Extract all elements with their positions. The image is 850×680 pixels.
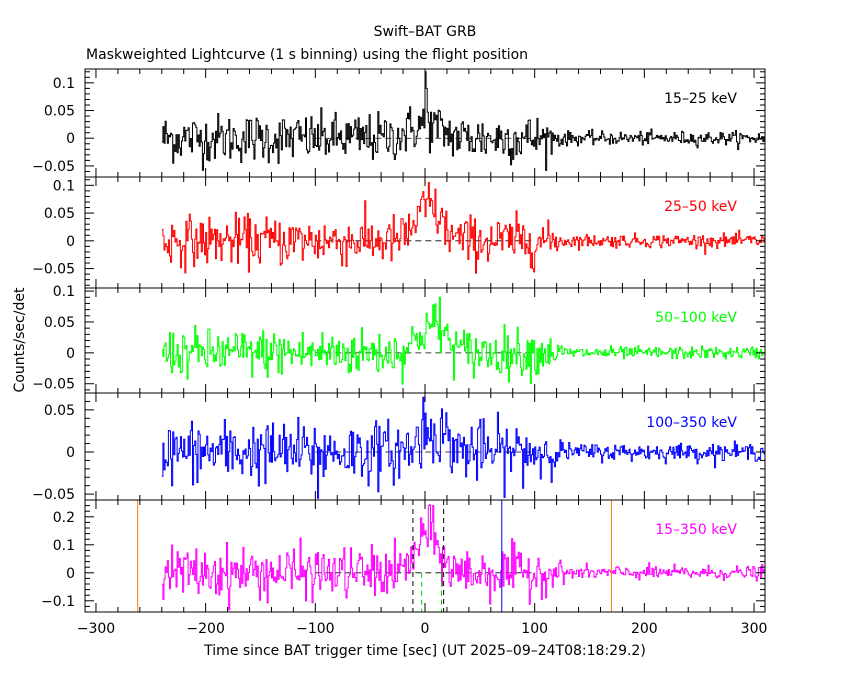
panel-5: −0.1 0 0.1 0.2 15–350 keV [41, 499, 766, 613]
band-label: 50–100 keV [655, 310, 737, 326]
x-tick-label: 200 [631, 621, 658, 637]
panel-4: −0.05 0 0.05 100–350 keV [32, 392, 766, 503]
y-tick-label: 0.1 [53, 76, 75, 92]
x-tick-label: 300 [741, 621, 768, 637]
band-label: 25–50 keV [664, 199, 737, 215]
y-tick-label: 0.05 [44, 104, 75, 120]
y-tick-label: −0.05 [32, 159, 75, 175]
band-label: 15–350 keV [655, 522, 737, 538]
band-label: 100–350 keV [646, 415, 737, 431]
y-tick-label: −0.1 [41, 594, 75, 610]
panels-group: −0.05 0 0.05 0.1 15–25 keV −0.05 0 0.05 0.1 25–50… [32, 68, 766, 613]
x-tick-label: −300 [77, 621, 115, 637]
y-tick-label: 0.05 [44, 403, 75, 419]
series-line [161, 396, 765, 499]
y-tick-label: 0 [66, 566, 75, 582]
y-tick-label: 0.05 [44, 206, 75, 222]
series-line [161, 296, 765, 385]
series-line [161, 504, 765, 611]
y-tick-label: −0.05 [32, 487, 75, 503]
y-tick-label: 0 [66, 346, 75, 362]
y-tick-label: 0 [66, 445, 75, 461]
x-tick-label: 0 [421, 621, 430, 637]
x-axis-title: Time since BAT trigger time [sec] (UT 20… [203, 643, 646, 659]
y-tick-label: 0 [66, 234, 75, 250]
panel-2: −0.05 0 0.05 0.1 25–50 keV [32, 176, 766, 289]
y-tick-label: 0.2 [53, 510, 75, 526]
x-tick-label: −100 [296, 621, 334, 637]
panel-3: −0.05 0 0.05 0.1 50–100 keV [32, 284, 766, 394]
y-axis-title: Counts/sec/det [12, 287, 28, 392]
x-axis-labels: −300 −200 −100 0 100 200 300 [77, 621, 768, 637]
y-tick-label: 0 [66, 131, 75, 147]
chart-title: Swift–BAT GRB [374, 24, 477, 40]
panel-1: −0.05 0 0.05 0.1 15–25 keV [32, 68, 766, 178]
x-tick-label: 100 [521, 621, 548, 637]
y-tick-label: 0.1 [53, 284, 75, 300]
y-tick-label: −0.05 [32, 377, 75, 393]
band-label: 15–25 keV [664, 91, 737, 107]
y-tick-label: −0.05 [32, 262, 75, 278]
chart-subtitle: Maskweighted Lightcurve (1 s binning) us… [86, 47, 528, 63]
series-line [161, 71, 765, 171]
y-tick-label: 0.1 [53, 538, 75, 554]
y-tick-label: 0.1 [53, 178, 75, 194]
series-line [161, 182, 765, 274]
x-tick-label: −200 [186, 621, 224, 637]
y-tick-label: 0.05 [44, 315, 75, 331]
